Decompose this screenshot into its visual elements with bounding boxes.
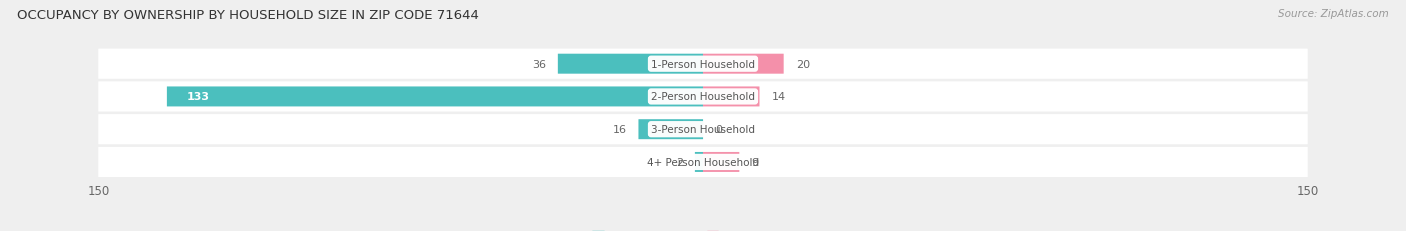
Text: 2-Person Household: 2-Person Household bbox=[651, 92, 755, 102]
Text: 4+ Person Household: 4+ Person Household bbox=[647, 157, 759, 167]
FancyBboxPatch shape bbox=[558, 55, 703, 74]
Text: 2: 2 bbox=[676, 157, 683, 167]
Text: 9: 9 bbox=[751, 157, 758, 167]
Text: OCCUPANCY BY OWNERSHIP BY HOUSEHOLD SIZE IN ZIP CODE 71644: OCCUPANCY BY OWNERSHIP BY HOUSEHOLD SIZE… bbox=[17, 9, 479, 22]
Text: 36: 36 bbox=[531, 59, 546, 69]
FancyBboxPatch shape bbox=[98, 147, 1308, 177]
Text: 20: 20 bbox=[796, 59, 810, 69]
Text: Source: ZipAtlas.com: Source: ZipAtlas.com bbox=[1278, 9, 1389, 19]
Text: 16: 16 bbox=[613, 125, 627, 135]
FancyBboxPatch shape bbox=[98, 115, 1308, 145]
Text: 14: 14 bbox=[772, 92, 786, 102]
Text: 133: 133 bbox=[187, 92, 209, 102]
FancyBboxPatch shape bbox=[638, 120, 703, 140]
Text: 0: 0 bbox=[716, 125, 723, 135]
FancyBboxPatch shape bbox=[167, 87, 703, 107]
Text: 1-Person Household: 1-Person Household bbox=[651, 59, 755, 69]
FancyBboxPatch shape bbox=[98, 82, 1308, 112]
FancyBboxPatch shape bbox=[703, 87, 759, 107]
FancyBboxPatch shape bbox=[703, 152, 740, 172]
FancyBboxPatch shape bbox=[703, 55, 783, 74]
FancyBboxPatch shape bbox=[98, 49, 1308, 79]
FancyBboxPatch shape bbox=[695, 152, 703, 172]
Text: 3-Person Household: 3-Person Household bbox=[651, 125, 755, 135]
